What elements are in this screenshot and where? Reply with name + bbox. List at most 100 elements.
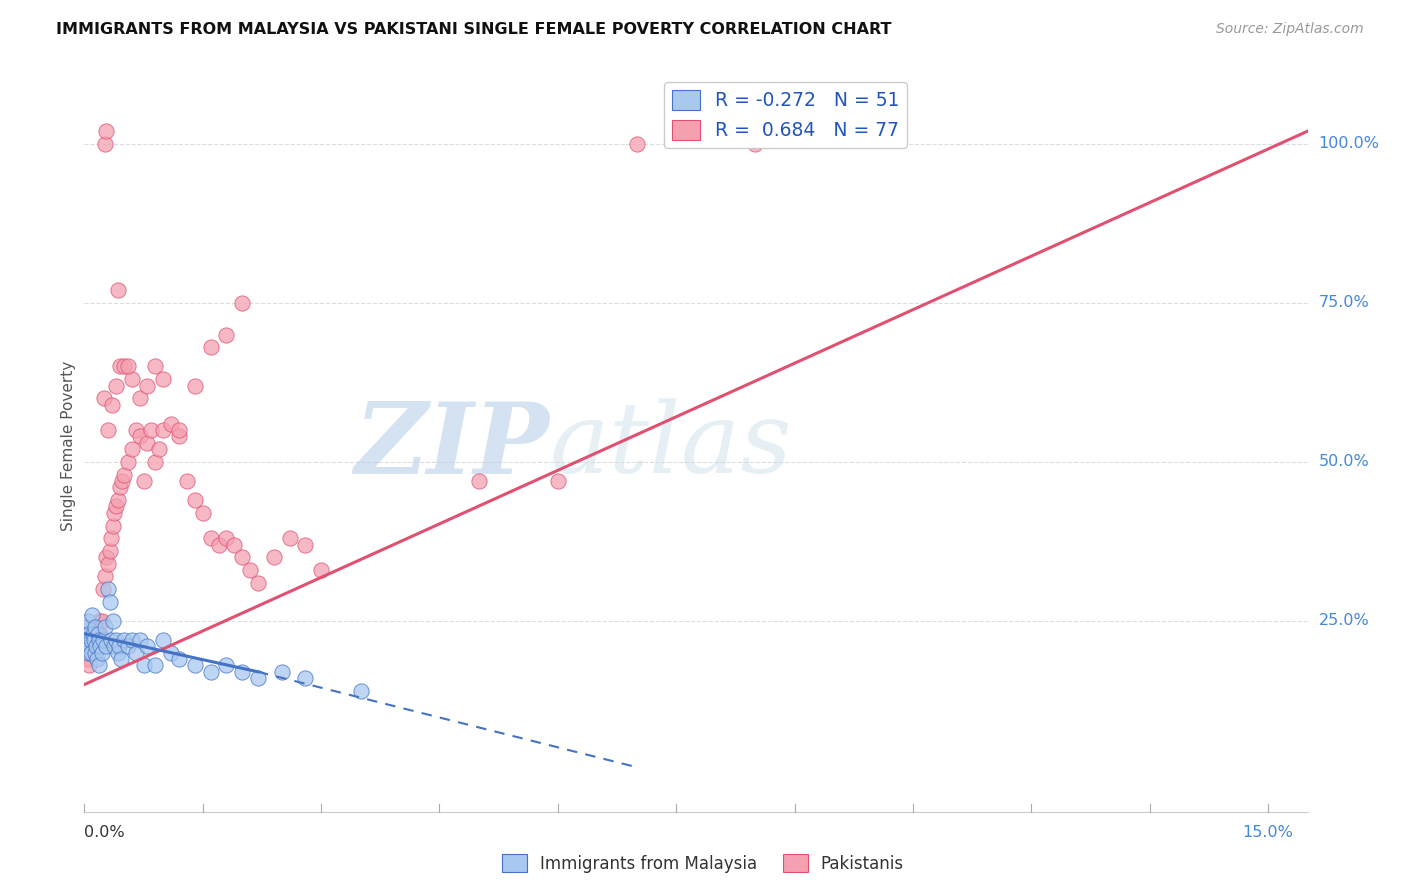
Point	[89, 632, 111, 647]
Point	[136, 378, 159, 392]
Point	[77, 658, 100, 673]
Point	[93, 392, 115, 406]
Point	[128, 392, 150, 406]
Point	[124, 646, 146, 660]
Y-axis label: Single Female Poverty: Single Female Poverty	[60, 361, 76, 531]
Text: ZIP: ZIP	[354, 398, 550, 494]
Point	[215, 327, 238, 342]
Text: 0.0%: 0.0%	[84, 825, 125, 839]
Point	[200, 531, 222, 545]
Point	[176, 474, 198, 488]
Point	[294, 671, 316, 685]
Text: atlas: atlas	[550, 399, 792, 493]
Point	[349, 684, 371, 698]
Point	[107, 493, 129, 508]
Point	[101, 518, 124, 533]
Point	[77, 626, 100, 640]
Point	[89, 640, 111, 654]
Point	[75, 632, 97, 647]
Point	[101, 614, 124, 628]
Point	[207, 538, 229, 552]
Point	[152, 372, 174, 386]
Point	[215, 658, 238, 673]
Legend: R = -0.272   N = 51, R =  0.684   N = 77: R = -0.272 N = 51, R = 0.684 N = 77	[664, 82, 907, 148]
Point	[90, 646, 112, 660]
Point	[136, 435, 159, 450]
Point	[744, 136, 766, 151]
Point	[76, 614, 98, 628]
Point	[128, 429, 150, 443]
Point	[76, 632, 98, 647]
Point	[191, 506, 214, 520]
Point	[184, 378, 207, 392]
Point	[89, 626, 111, 640]
Point	[124, 423, 146, 437]
Point	[83, 632, 105, 647]
Point	[91, 632, 114, 647]
Point	[184, 658, 207, 673]
Point	[82, 607, 104, 622]
Legend: Immigrants from Malaysia, Pakistanis: Immigrants from Malaysia, Pakistanis	[495, 847, 911, 880]
Point	[77, 652, 100, 666]
Point	[87, 658, 110, 673]
Point	[76, 626, 98, 640]
Point	[80, 646, 103, 660]
Point	[104, 632, 127, 647]
Point	[111, 474, 134, 488]
Text: IMMIGRANTS FROM MALAYSIA VS PAKISTANI SINGLE FEMALE POVERTY CORRELATION CHART: IMMIGRANTS FROM MALAYSIA VS PAKISTANI SI…	[56, 22, 891, 37]
Point	[152, 423, 174, 437]
Point	[94, 620, 117, 634]
Point	[83, 620, 105, 634]
Point	[87, 614, 110, 628]
Point	[84, 632, 107, 647]
Point	[128, 632, 150, 647]
Point	[83, 640, 105, 654]
Point	[96, 550, 118, 565]
Point	[84, 646, 107, 660]
Point	[79, 632, 101, 647]
Point	[215, 531, 238, 545]
Point	[75, 646, 97, 660]
Point	[79, 640, 101, 654]
Point	[100, 531, 122, 545]
Point	[145, 359, 167, 374]
Point	[117, 640, 139, 654]
Point	[76, 640, 98, 654]
Point	[86, 652, 108, 666]
Point	[270, 665, 292, 679]
Point	[167, 423, 190, 437]
Point	[468, 474, 491, 488]
Point	[112, 467, 135, 482]
Point	[136, 640, 159, 654]
Point	[145, 658, 167, 673]
Point	[108, 640, 131, 654]
Point	[94, 136, 117, 151]
Point	[98, 544, 121, 558]
Point	[79, 632, 101, 647]
Point	[94, 569, 117, 583]
Point	[148, 442, 170, 457]
Point	[112, 359, 135, 374]
Point	[160, 646, 183, 660]
Point	[91, 582, 114, 596]
Point	[132, 474, 155, 488]
Point	[79, 646, 101, 660]
Point	[90, 614, 112, 628]
Point	[83, 646, 105, 660]
Point	[82, 632, 104, 647]
Point	[97, 557, 120, 571]
Point	[97, 423, 120, 437]
Point	[103, 640, 125, 654]
Point	[112, 632, 135, 647]
Point	[107, 646, 129, 660]
Point	[117, 455, 139, 469]
Point	[104, 500, 127, 514]
Point	[152, 632, 174, 647]
Point	[89, 632, 111, 647]
Point	[184, 493, 207, 508]
Point	[224, 538, 246, 552]
Point	[121, 632, 143, 647]
Point	[84, 640, 107, 654]
Text: 100.0%: 100.0%	[1319, 136, 1379, 152]
Point	[108, 359, 131, 374]
